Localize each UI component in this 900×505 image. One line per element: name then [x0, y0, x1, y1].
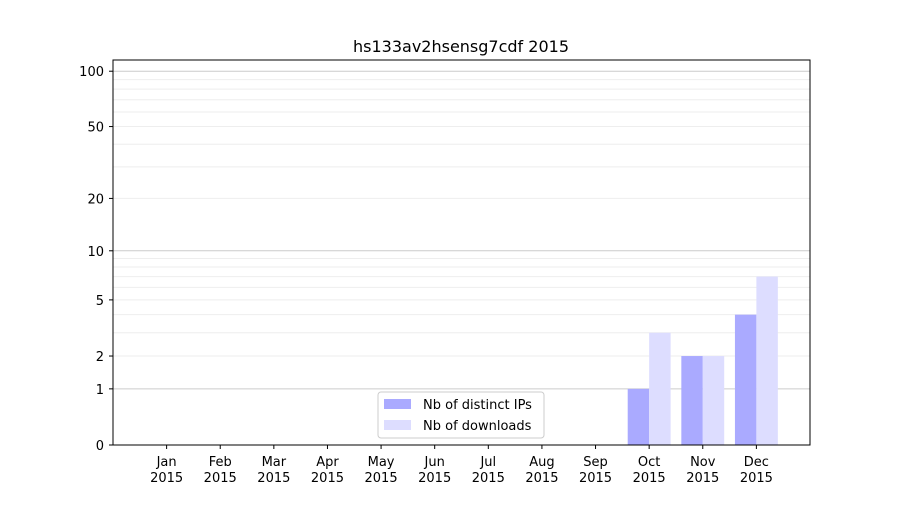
x-tick-label: Feb [209, 455, 232, 470]
y-tick-label: 1 [96, 383, 104, 398]
y-tick-label: 10 [87, 245, 104, 260]
x-tick-label: 2015 [472, 471, 505, 486]
bar-downloads [702, 356, 725, 445]
x-tick-label: 2015 [633, 471, 666, 486]
x-tick-label: Sep [583, 455, 608, 470]
y-tick-label: 2 [96, 350, 104, 365]
chart-title: hs133av2hsensg7cdf 2015 [353, 37, 569, 56]
x-tick-label: Nov [690, 455, 716, 470]
grid [113, 70, 810, 390]
y-tick-label: 5 [96, 294, 104, 309]
legend-label-downloads: Nb of downloads [423, 419, 532, 434]
x-tick-label: 2015 [311, 471, 344, 486]
x-tick-label: Jun [424, 455, 445, 470]
x-tick-label: 2015 [150, 471, 183, 486]
x-tick-label: 2015 [740, 471, 773, 486]
y-axis: 0 1 2 5 10 20 50 100 [79, 65, 113, 454]
y-tick-label: 0 [96, 439, 104, 454]
x-tick-label: Aug [529, 455, 554, 470]
x-tick-label: 2015 [686, 471, 719, 486]
bar-downloads [649, 332, 671, 445]
y-tick-label: 20 [87, 192, 104, 207]
y-tick-label: 100 [79, 65, 104, 80]
x-tick-label: 2015 [204, 471, 237, 486]
x-tick-label: 2015 [525, 471, 558, 486]
bars [627, 276, 778, 445]
bar-downloads [756, 276, 778, 445]
legend-label-ips: Nb of distinct IPs [423, 398, 532, 413]
x-tick-label: 2015 [579, 471, 612, 486]
legend: Nb of distinct IPs Nb of downloads [377, 391, 545, 439]
legend-swatch-ips [384, 399, 411, 409]
x-tick-label: Dec [744, 455, 769, 470]
x-axis: Jan2015Feb2015Mar2015Apr2015May2015Jun20… [150, 445, 773, 486]
x-tick-label: Oct [638, 455, 660, 470]
y-tick-label: 50 [87, 121, 104, 136]
legend-box [377, 391, 545, 439]
x-tick-label: 2015 [365, 471, 398, 486]
x-tick-label: Mar [262, 455, 287, 470]
bar-distinct-ips [627, 388, 650, 445]
x-tick-label: May [368, 455, 395, 470]
x-tick-label: 2015 [257, 471, 290, 486]
bar-distinct-ips [681, 356, 703, 445]
plot-frame [112, 59, 811, 446]
x-tick-label: Apr [316, 455, 339, 470]
bar-distinct-ips [734, 314, 757, 445]
x-tick-label: Jan [156, 455, 177, 470]
x-tick-label: 2015 [418, 471, 451, 486]
x-tick-label: Jul [479, 455, 496, 470]
legend-swatch-downloads [384, 420, 411, 430]
